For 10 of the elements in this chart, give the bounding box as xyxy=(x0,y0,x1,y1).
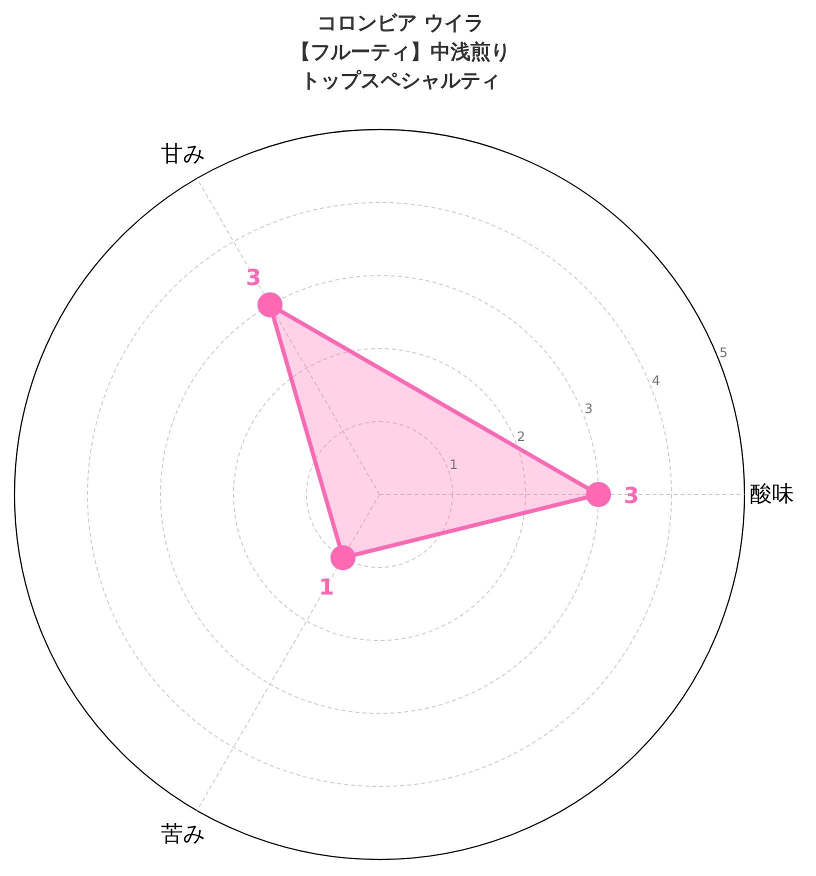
y-tick-label: 5 xyxy=(719,346,728,362)
spoke-label: 酸味 xyxy=(750,482,794,507)
chart-title: コロンビア ウイラ【フルーティ】中浅煎りトップスペシャルティ xyxy=(290,10,510,92)
data-label: 3 xyxy=(246,266,262,291)
y-tick-label: 4 xyxy=(652,374,660,389)
y-tick-label: 2 xyxy=(516,430,526,445)
data-label: 3 xyxy=(624,484,640,509)
spoke-label: 苦み xyxy=(160,822,206,847)
data-label: 1 xyxy=(318,576,334,601)
spoke-label: 甘み xyxy=(160,142,206,168)
